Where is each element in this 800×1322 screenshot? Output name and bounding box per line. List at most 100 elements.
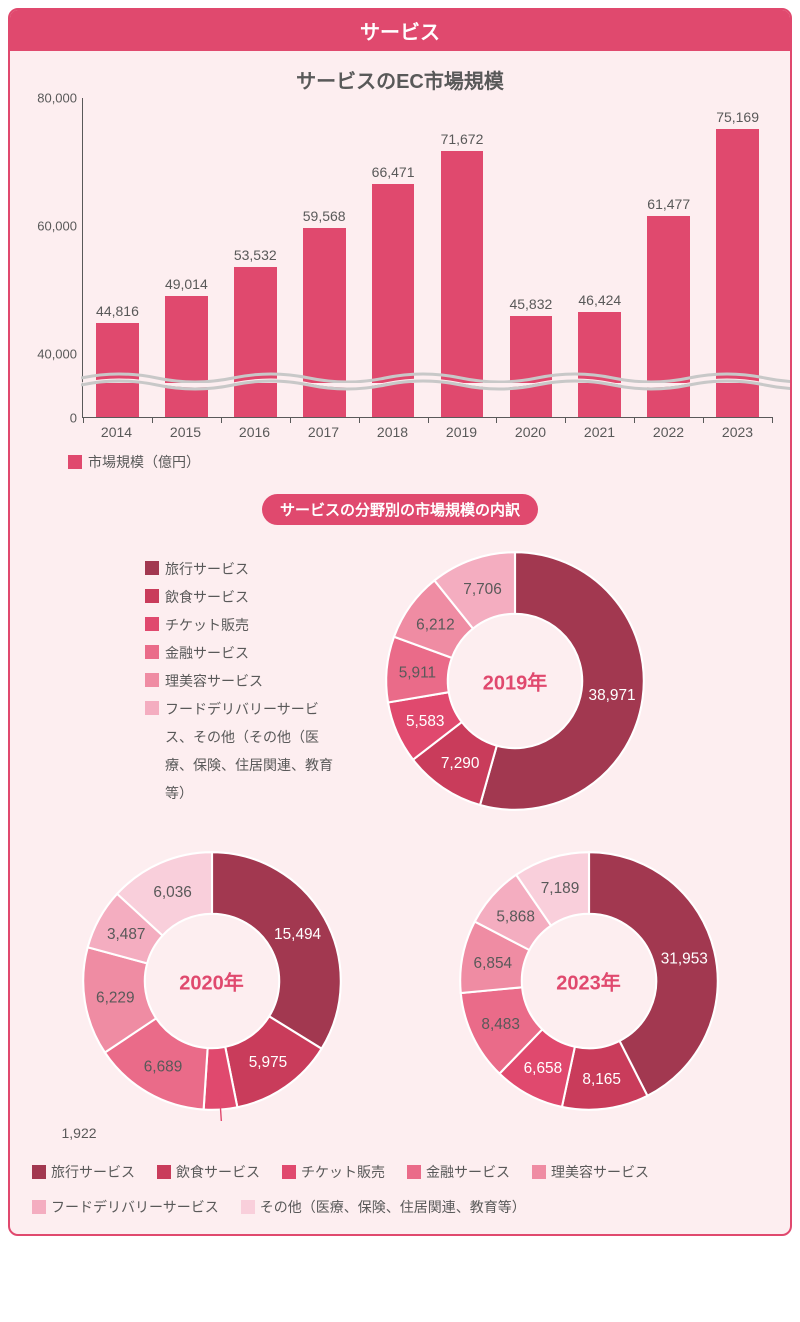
bar-column: 44,816 bbox=[83, 98, 152, 417]
legend-item: フードデリバリーサービス、その他（その他（医療、保険、住居関連、教育等） bbox=[145, 695, 345, 807]
donut-slice-label: 6,036 bbox=[153, 884, 192, 901]
donut-slice-label: 7,189 bbox=[540, 880, 579, 897]
donut-2019: 38,9717,2905,5835,9116,2127,706 2019年 bbox=[375, 541, 655, 821]
legend-swatch bbox=[145, 617, 159, 631]
x-axis-label: 2017 bbox=[289, 424, 358, 440]
x-axis-label: 2019 bbox=[427, 424, 496, 440]
legend-swatch bbox=[145, 561, 159, 575]
bar bbox=[96, 323, 139, 417]
bar-value-label: 49,014 bbox=[165, 276, 208, 292]
bar-column: 46,424 bbox=[565, 98, 634, 417]
donut-bottom-legend: 旅行サービス 飲食サービス チケット販売 金融サービス理美容サービスフードデリバリーサ… bbox=[28, 1159, 772, 1220]
legend-item: 理美容サービス bbox=[145, 667, 345, 695]
legend-item: 飲食サービス bbox=[145, 583, 345, 611]
legend-item: 飲食サービス bbox=[157, 1159, 260, 1186]
donut-2020-callout: 1,922 bbox=[62, 1125, 97, 1141]
bar bbox=[716, 129, 759, 417]
bar-value-label: 45,832 bbox=[509, 296, 552, 312]
legend-item: 金融サービス bbox=[407, 1159, 510, 1186]
bar-column: 45,832 bbox=[496, 98, 565, 417]
y-tick-label: 60,000 bbox=[37, 219, 77, 234]
legend-label: チケット販売 bbox=[165, 611, 249, 639]
bar-value-label: 71,672 bbox=[441, 131, 484, 147]
donut-slice-label: 5,583 bbox=[406, 713, 445, 730]
x-axis-label: 2023 bbox=[703, 424, 772, 440]
legend-label: 飲食サービス bbox=[176, 1159, 260, 1186]
donut-slice-label: 6,658 bbox=[523, 1060, 562, 1077]
bar-value-label: 46,424 bbox=[578, 292, 621, 308]
donut-slice-label: 8,483 bbox=[481, 1016, 520, 1033]
legend-swatch bbox=[407, 1165, 421, 1179]
legend-swatch bbox=[532, 1165, 546, 1179]
card-title: サービス bbox=[10, 10, 790, 51]
legend-label: 飲食サービス bbox=[165, 583, 249, 611]
donut-slice-label: 5,911 bbox=[399, 665, 436, 682]
donut-2020-center: 2020年 bbox=[179, 967, 244, 996]
legend-swatch bbox=[241, 1200, 255, 1214]
legend-label: 金融サービス bbox=[165, 639, 249, 667]
bar-value-label: 61,477 bbox=[647, 196, 690, 212]
legend-label: 旅行サービス bbox=[165, 555, 249, 583]
bar-column: 49,014 bbox=[152, 98, 221, 417]
bar-column: 66,471 bbox=[359, 98, 428, 417]
donut-slice-label: 7,290 bbox=[441, 755, 480, 772]
legend-swatch bbox=[145, 701, 159, 715]
bar-value-label: 59,568 bbox=[303, 208, 346, 224]
x-axis-label: 2016 bbox=[220, 424, 289, 440]
x-axis-labels: 2014201520162017201820192020202120222023 bbox=[82, 424, 772, 440]
legend-swatch bbox=[157, 1165, 171, 1179]
donut-slice-label: 5,868 bbox=[496, 909, 535, 926]
legend-item: 理美容サービス bbox=[532, 1159, 649, 1186]
bar-plot-area: 44,816 49,014 53,532 59,568 66,471 71,672 45,8… bbox=[83, 98, 772, 418]
bar bbox=[165, 296, 208, 417]
x-axis-label: 2014 bbox=[82, 424, 151, 440]
bar-column: 59,568 bbox=[290, 98, 359, 417]
bar-chart-title: サービスのEC市場規模 bbox=[28, 65, 772, 94]
bar-chart-legend: 市場規模（億円） bbox=[68, 452, 772, 472]
bar-column: 75,169 bbox=[703, 98, 772, 417]
x-axis-label: 2022 bbox=[634, 424, 703, 440]
bar-column: 53,532 bbox=[221, 98, 290, 417]
legend-label: 市場規模（億円） bbox=[88, 452, 200, 472]
bar bbox=[647, 216, 690, 417]
legend-label: 金融サービス bbox=[426, 1159, 510, 1186]
legend-label: フードデリバリーサービス bbox=[51, 1194, 219, 1221]
bar-value-label: 75,169 bbox=[716, 109, 759, 125]
bar bbox=[441, 151, 484, 417]
donut-slice-label: 6,689 bbox=[143, 1058, 182, 1075]
donut-slice-label: 3,487 bbox=[106, 926, 145, 943]
x-axis-label: 2020 bbox=[496, 424, 565, 440]
bar-column: 61,477 bbox=[634, 98, 703, 417]
donut-slice-label: 5,975 bbox=[248, 1054, 287, 1071]
legend-swatch bbox=[32, 1200, 46, 1214]
donut-2019-legend: 旅行サービス飲食サービスチケット販売金融サービス理美容サービスフードデリバリーサ… bbox=[145, 555, 345, 807]
donut-slice-label: 6,229 bbox=[96, 989, 135, 1006]
bar bbox=[578, 312, 621, 417]
bar-value-label: 53,532 bbox=[234, 247, 277, 263]
x-axis-label: 2021 bbox=[565, 424, 634, 440]
donut-2023: 31,9538,1656,6588,4836,8545,8687,189 202… bbox=[449, 841, 729, 1121]
legend-item: フードデリバリーサービス bbox=[32, 1194, 219, 1221]
y-tick-label: 80,000 bbox=[37, 91, 77, 106]
x-axis-label: 2015 bbox=[151, 424, 220, 440]
legend-swatch bbox=[145, 673, 159, 687]
bar bbox=[303, 228, 346, 417]
bar-column: 71,672 bbox=[428, 98, 497, 417]
legend-swatch bbox=[145, 589, 159, 603]
donut-2023-center: 2023年 bbox=[556, 967, 621, 996]
legend-item: 旅行サービス bbox=[32, 1159, 135, 1186]
legend-label: チケット販売 bbox=[301, 1159, 385, 1186]
bar bbox=[234, 267, 277, 417]
donut-slice-label: 7,706 bbox=[463, 581, 502, 598]
legend-label: 理美容サービス bbox=[165, 667, 263, 695]
legend-item: チケット販売 bbox=[145, 611, 345, 639]
bar-chart-section: サービスのEC市場規模 040,00060,00080,000 44,81649… bbox=[10, 51, 790, 482]
legend-label: フードデリバリーサービス、その他（その他（医療、保険、住居関連、教育等） bbox=[165, 695, 345, 807]
donut-slice-label: 6,212 bbox=[416, 616, 455, 633]
legend-swatch bbox=[282, 1165, 296, 1179]
x-axis-label: 2018 bbox=[358, 424, 427, 440]
donut-slice-label: 8,165 bbox=[582, 1071, 621, 1088]
bar bbox=[372, 184, 415, 417]
bar-value-label: 66,471 bbox=[372, 164, 415, 180]
legend-item: 金融サービス bbox=[145, 639, 345, 667]
